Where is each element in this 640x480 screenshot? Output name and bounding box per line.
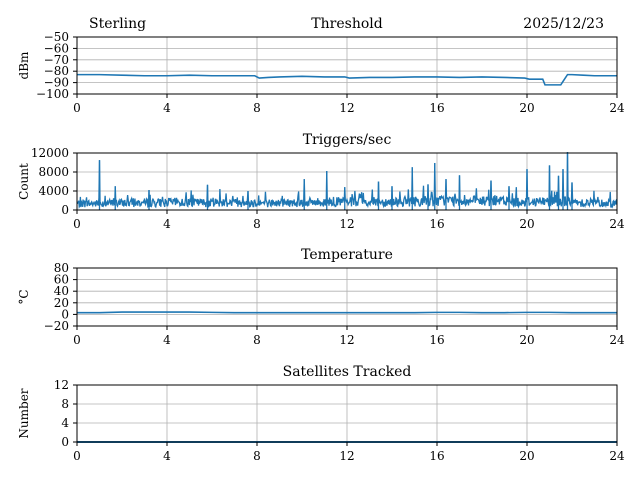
triggers-xtick-label: 4 (163, 217, 171, 231)
triggers-xtick-label: 0 (73, 217, 81, 231)
triggers-ytick-label: 12000 (31, 146, 69, 160)
threshold-xtick-label: 4 (163, 101, 171, 115)
triggers-ytick-label: 0 (61, 203, 69, 217)
satellites-xtick-label: 20 (519, 449, 534, 463)
temperature-ytick-label: 20 (54, 296, 69, 310)
triggers-ytick-label: 4000 (38, 184, 69, 198)
satellites-ytick-label: 12 (54, 378, 69, 392)
temperature-ytick-label: 80 (54, 261, 69, 275)
temperature-ytick-label: 0 (61, 307, 69, 321)
satellites-xtick-label: 8 (253, 449, 261, 463)
satellites-title: Satellites Tracked (283, 364, 412, 380)
temperature-ytick-label: 40 (54, 284, 69, 298)
temperature-xtick-label: 12 (339, 333, 354, 347)
threshold-ytick-label: −60 (44, 41, 69, 55)
satellites-ytick-label: 0 (61, 435, 69, 449)
threshold-series-line (77, 73, 617, 86)
threshold-xtick-label: 12 (339, 101, 354, 115)
threshold-ytick-label: −50 (44, 30, 69, 44)
triggers-ylabel: Count (17, 163, 31, 200)
threshold-ytick-label: −80 (44, 64, 69, 78)
threshold-xtick-label: 24 (609, 101, 625, 115)
triggers-xtick-label: 24 (609, 217, 625, 231)
triggers-title: Triggers/sec (303, 132, 392, 148)
triggers-xtick-label: 12 (339, 217, 354, 231)
temperature-xtick-label: 4 (163, 333, 171, 347)
satellites-xtick-label: 4 (163, 449, 171, 463)
temperature-xtick-label: 0 (73, 333, 81, 347)
satellites-xtick-label: 24 (609, 449, 625, 463)
temperature-ytick-label: 60 (54, 273, 69, 287)
triggers-panel: 0 4 8 12 16 20 24 0 4000 8000 12000 Triggers/sec Cou… (17, 132, 625, 231)
triggers-xtick-label: 16 (429, 217, 444, 231)
temperature-ytick-label: −20 (44, 319, 69, 333)
threshold-xtick-label: 0 (73, 101, 81, 115)
temperature-xtick-label: 8 (253, 333, 261, 347)
satellites-ytick-label: 4 (61, 416, 69, 430)
temperature-xtick-label: 16 (429, 333, 444, 347)
satellites-xtick-label: 16 (429, 449, 444, 463)
satellites-xtick-label: 0 (73, 449, 81, 463)
date-label: 2025/12/23 (523, 16, 604, 32)
triggers-xtick-label: 8 (253, 217, 261, 231)
temperature-series-line (77, 311, 617, 314)
threshold-ytick-label: −90 (44, 76, 69, 90)
threshold-panel: 0 4 8 12 16 20 24 −100−90−80−70−60−50 Threshold d… (17, 16, 625, 115)
temperature-xtick-label: 20 (519, 333, 534, 347)
threshold-ytick-label: −70 (44, 53, 69, 67)
satellites-ylabel: Number (17, 388, 31, 438)
temperature-title: Temperature (301, 247, 393, 263)
temperature-xtick-label: 24 (609, 333, 625, 347)
satellites-ytick-label: 8 (61, 397, 69, 411)
threshold-ylabel: dBm (17, 51, 31, 80)
threshold-title: Threshold (311, 16, 382, 32)
temperature-ylabel: °C (17, 289, 31, 304)
threshold-ytick-label: −100 (36, 87, 69, 101)
satellites-xtick-label: 12 (339, 449, 354, 463)
station-name: Sterling (89, 16, 146, 32)
threshold-xtick-label: 16 (429, 101, 444, 115)
satellites-panel: 0 4 8 12 16 20 24 0 4 8 12 Satellites Tracked Number (17, 364, 625, 463)
threshold-xtick-label: 20 (519, 101, 534, 115)
threshold-xtick-label: 8 (253, 101, 261, 115)
triggers-xtick-label: 20 (519, 217, 534, 231)
triggers-ytick-label: 8000 (38, 165, 69, 179)
